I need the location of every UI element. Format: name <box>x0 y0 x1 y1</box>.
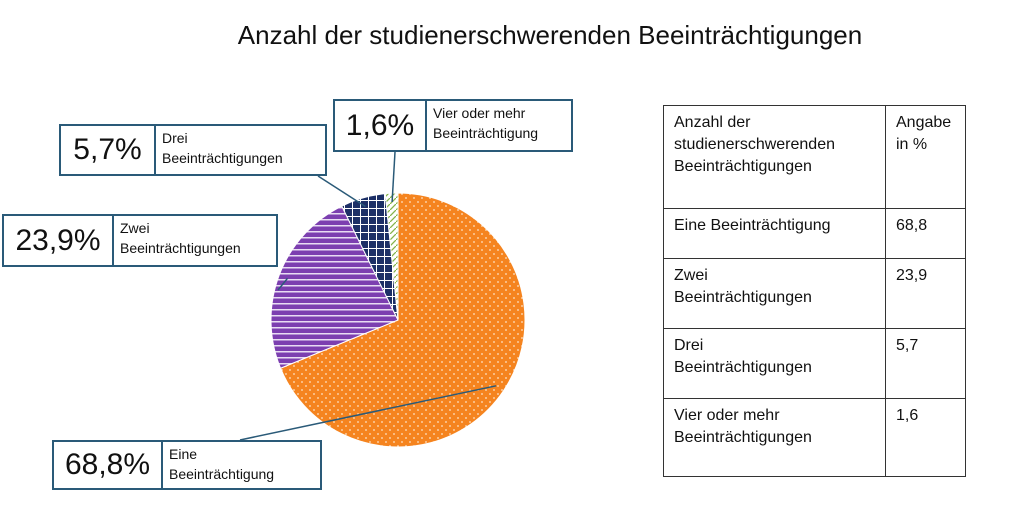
table-cell-text: Beeinträchtigungen <box>674 429 812 446</box>
table-header-text: studienerschwerenden <box>674 136 835 153</box>
callout-value: 68,8% <box>54 442 163 488</box>
table-cell-text: Eine Beeinträchtigung <box>674 217 831 234</box>
callout-label-line: Vier oder mehr <box>433 105 526 121</box>
callout-label: Vier oder mehr Beeinträchtigung <box>427 101 544 150</box>
leader-line <box>391 151 396 203</box>
table-row: Eine Beeinträchtigung 68,8 <box>663 208 966 259</box>
callout-value: 23,9% <box>4 216 114 265</box>
table-cell-text: Beeinträchtigungen <box>674 289 812 306</box>
callout-eine: 68,8% Eine Beeinträchtigung <box>52 440 322 490</box>
table-row: Vier oder mehr Beeinträchtigungen 1,6 <box>663 398 966 477</box>
callout-label: Drei Beeinträchtigungen <box>156 126 289 174</box>
table-row: Drei Beeinträchtigungen 5,7 <box>663 328 966 399</box>
callout-label-line: Eine <box>169 446 198 462</box>
table-cell-text: Drei <box>674 337 704 354</box>
callout-value: 5,7% <box>61 126 156 174</box>
table-cell-label: Zwei Beeinträchtigungen <box>663 258 886 329</box>
table-cell-text: Beeinträchtigungen <box>674 359 812 376</box>
table-header-text: in % <box>896 136 928 153</box>
table-cell-value: 23,9 <box>885 258 966 329</box>
pie-slice-zwei <box>270 205 399 369</box>
table-cell-label: Drei Beeinträchtigungen <box>663 328 886 399</box>
table-cell-value: 1,6 <box>885 398 966 477</box>
leader-line <box>239 385 497 441</box>
table-row: Zwei Beeinträchtigungen 23,9 <box>663 258 966 329</box>
callout-label: Eine Beeinträchtigung <box>163 442 280 488</box>
table-cell-label: Eine Beeinträchtigung <box>663 208 886 259</box>
callout-label-line: Beeinträchtigungen <box>120 240 241 256</box>
table-header-value: Angabe in % <box>885 105 966 209</box>
callout-label-line: Beeinträchtigungen <box>162 150 283 166</box>
callout-zwei: 23,9% Zwei Beeinträchtigungen <box>2 214 278 267</box>
leader-line <box>317 175 366 208</box>
pie-slice-vier <box>384 192 399 321</box>
callout-label-line: Beeinträchtigung <box>169 466 275 482</box>
table-cell-value: 68,8 <box>885 208 966 259</box>
table-cell-value: 5,7 <box>885 328 966 399</box>
data-table: Anzahl der studienerschwerenden Beeinträ… <box>663 105 966 477</box>
callout-label-line: Drei <box>162 130 188 146</box>
table-header-category: Anzahl der studienerschwerenden Beeinträ… <box>663 105 886 209</box>
callout-value: 1,6% <box>335 101 427 150</box>
pie-slice-eine <box>279 192 526 448</box>
table-header-row: Anzahl der studienerschwerenden Beeinträ… <box>663 105 966 209</box>
table-header-text: Angabe <box>896 114 952 131</box>
callout-label-line: Beeinträchtigung <box>433 125 539 141</box>
callout-vier: 1,6% Vier oder mehr Beeinträchtigung <box>333 99 573 152</box>
callout-label-line: Zwei <box>120 220 150 236</box>
leader-line <box>277 277 289 291</box>
table-header-text: Anzahl der <box>674 114 751 131</box>
table-header-text: Beeinträchtigungen <box>674 158 812 175</box>
callout-label: Zwei Beeinträchtigungen <box>114 216 247 265</box>
table-cell-text: Zwei <box>674 267 708 284</box>
chart-title: Anzahl der studienerschwerenden Beeinträ… <box>237 20 863 50</box>
table-cell-label: Vier oder mehr Beeinträchtigungen <box>663 398 886 477</box>
callout-drei: 5,7% Drei Beeinträchtigungen <box>59 124 327 176</box>
table-cell-text: Vier oder mehr <box>674 407 780 424</box>
